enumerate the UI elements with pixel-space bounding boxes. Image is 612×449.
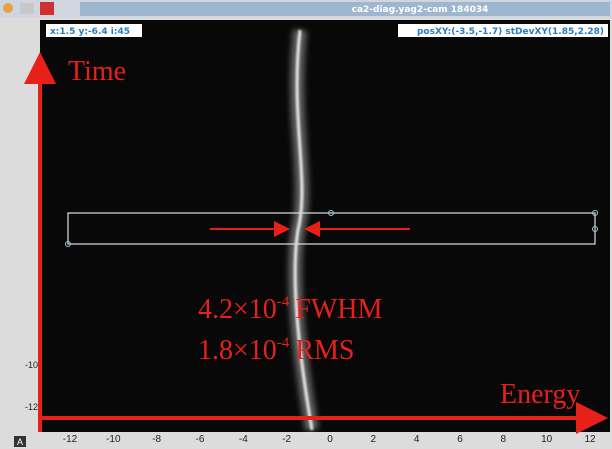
x-axis-label: 0 <box>327 434 333 445</box>
x-axis-label: 12 <box>584 434 596 445</box>
exponent: -4 <box>277 335 290 351</box>
stats-status: posXY:(-3.5,-1.7) stDevXY(1.85,2.28) <box>417 27 604 37</box>
x-axis-label: 6 <box>457 434 463 445</box>
title-strip <box>80 2 610 16</box>
x-axis-label: -12 <box>63 434 78 445</box>
x-axis-label: -10 <box>106 434 121 445</box>
mantissa: 4.2×10 <box>198 294 277 325</box>
x-axis-label: 4 <box>414 434 420 445</box>
x-axis-label: 2 <box>371 434 377 445</box>
mantissa: 1.8×10 <box>198 335 277 366</box>
x-axis-label: 10 <box>541 434 553 445</box>
x-axis-label: -2 <box>282 434 291 445</box>
corner-button-label: A <box>17 437 23 447</box>
viewer-window: ca2-diag.yag2-cam 184034 x:1.5 y:-6.4 i:… <box>0 0 612 449</box>
y-axis-label: -12 <box>25 402 38 412</box>
unit: RMS <box>295 335 354 366</box>
window-title: ca2-diag.yag2-cam 184034 <box>352 5 489 15</box>
x-axis-label: 8 <box>501 434 507 445</box>
y-axis-label: -10 <box>25 360 38 370</box>
rms-label: 1.8×10-4 RMS <box>198 335 354 366</box>
cursor-status: x:1.5 y:-6.4 i:45 <box>50 27 130 37</box>
x-axis-label: -8 <box>152 434 161 445</box>
toolbar-icon[interactable] <box>20 3 34 14</box>
x-axis-label: -4 <box>239 434 248 445</box>
toolbar-icon[interactable] <box>40 2 54 15</box>
unit: FWHM <box>295 294 382 325</box>
x-axis-label: -6 <box>196 434 205 445</box>
app-icon[interactable] <box>3 3 13 13</box>
time-label: Time <box>68 56 126 87</box>
exponent: -4 <box>277 294 290 310</box>
energy-label: Energy <box>500 379 580 410</box>
